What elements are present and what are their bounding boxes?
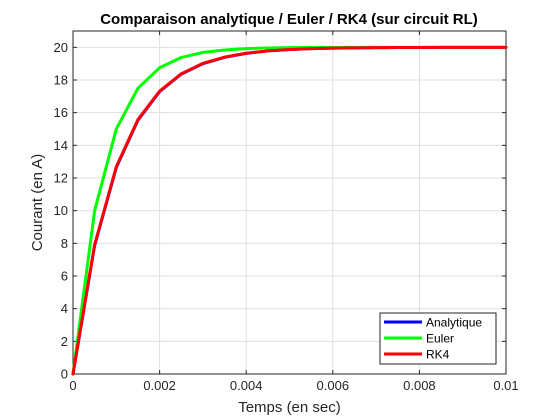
y-tick-label: 20 [54, 40, 68, 55]
y-tick-label: 0 [61, 367, 68, 382]
x-tick-label: 0.004 [230, 378, 263, 393]
y-tick-label: 8 [61, 236, 68, 251]
x-tick-label: 0 [69, 378, 76, 393]
legend: Analytique Euler RK4 [379, 312, 497, 365]
y-tick-label: 10 [54, 203, 68, 218]
y-tick-label: 18 [54, 73, 68, 88]
y-tick-label: 6 [61, 269, 68, 284]
x-axis-label: Temps (en sec) [238, 399, 341, 416]
legend-label-rk4: RK4 [426, 348, 450, 362]
y-tick-label: 14 [54, 138, 68, 153]
y-axis-label: Courant (en A) [29, 154, 46, 252]
series-lines [71, 45, 508, 376]
y-tick-label: 4 [61, 301, 68, 316]
legend-label-analytique: Analytique [426, 316, 482, 330]
legend-label-euler: Euler [426, 332, 454, 346]
series-line-rk4 [71, 45, 508, 376]
plot-area [72, 30, 507, 375]
ticks: 0 0.002 0.004 0.006 0.008 0.01 0 2 4 6 8 10 12 14 16 18… [54, 31, 519, 393]
x-tick-label: 0.01 [493, 378, 518, 393]
x-tick-label: 0.002 [143, 378, 176, 393]
chart-title: Comparaison analytique / Euler / RK4 (su… [100, 11, 478, 28]
y-tick-label: 2 [61, 334, 68, 349]
x-tick-label: 0.008 [403, 378, 436, 393]
y-tick-label: 12 [54, 171, 68, 186]
x-tick-label: 0.006 [317, 378, 350, 393]
y-tick-label: 16 [54, 105, 68, 120]
